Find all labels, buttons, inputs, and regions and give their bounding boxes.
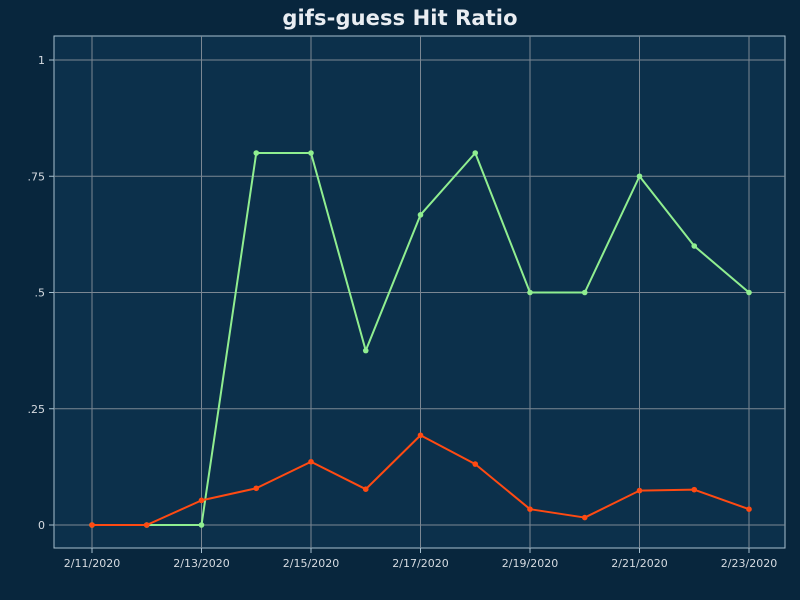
- series-2-point: [89, 522, 95, 528]
- series-2-point: [746, 506, 752, 512]
- series-1-point: [418, 212, 424, 218]
- x-tick-label: 2/21/2020: [611, 557, 667, 570]
- series-2-point: [308, 459, 314, 465]
- series-2-point: [582, 515, 588, 521]
- y-tick-label: 1: [38, 54, 45, 67]
- y-tick-label: .25: [28, 403, 46, 416]
- series-1-point: [199, 522, 205, 528]
- x-tick-label: 2/11/2020: [64, 557, 120, 570]
- series-1-point: [637, 173, 643, 179]
- series-2-point: [691, 487, 697, 493]
- series-1-point: [308, 150, 314, 156]
- x-tick-label: 2/13/2020: [173, 557, 229, 570]
- series-1-point: [691, 243, 697, 249]
- series-2-point: [418, 432, 424, 438]
- x-tick-label: 2/23/2020: [721, 557, 777, 570]
- series-1-point: [253, 150, 259, 156]
- y-tick-label: 0: [38, 519, 45, 532]
- series-1-point: [527, 290, 533, 296]
- series-2-point: [637, 488, 643, 494]
- series-1-point: [582, 290, 588, 296]
- x-tick-label: 2/19/2020: [502, 557, 558, 570]
- x-tick-label: 2/15/2020: [283, 557, 339, 570]
- series-2-point: [144, 522, 150, 528]
- series-1-point: [746, 290, 752, 296]
- series-1-point: [472, 150, 478, 156]
- series-2-point: [527, 506, 533, 512]
- y-tick-label: .5: [35, 287, 46, 300]
- series-1-point: [363, 348, 369, 354]
- x-tick-label: 2/17/2020: [392, 557, 448, 570]
- y-tick-label: .75: [28, 170, 46, 183]
- series-2-point: [199, 498, 205, 504]
- series-2-point: [253, 485, 259, 491]
- series-2-point: [472, 461, 478, 467]
- series-2-point: [363, 486, 369, 492]
